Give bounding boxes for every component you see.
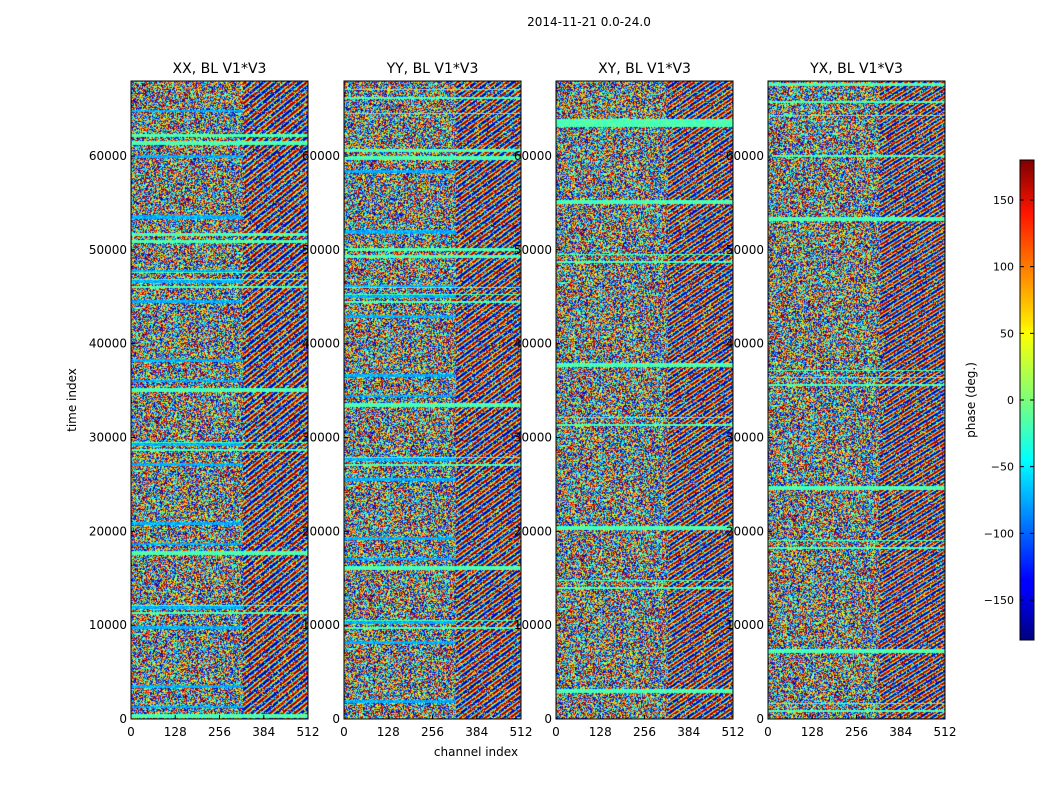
heatmap-image [768,81,945,719]
heatmap-image [131,81,308,719]
x-tick-label: 0 [552,725,560,739]
x-tick-label: 512 [297,725,320,739]
colorbar-tick-label: −100 [984,527,1014,540]
x-tick-label: 128 [164,725,187,739]
x-tick-label: 384 [889,725,912,739]
y-tick-label: 10000 [726,618,764,632]
y-tick-label: 20000 [302,524,340,538]
y-tick-label: 20000 [726,524,764,538]
y-tick-label: 40000 [514,337,552,351]
y-tick-label: 40000 [726,337,764,351]
panel-3: YX, BL V1*V3 0 128 256 384 512 0 10000 20000 3000… [726,61,957,739]
y-tick-label: 20000 [514,524,552,538]
panel-2: XY, BL V1*V3 0 128 256 384 512 0 10000 20000 3000… [514,61,745,739]
colorbar-ticks: −150 −100 −50 0 50 100 150 [984,194,1034,607]
x-tick-label: 256 [633,725,656,739]
heatmap-image [344,81,521,719]
y-tick-label: 0 [756,712,764,726]
colorbar-tick-label: 0 [1007,394,1014,407]
y-tick-label: 50000 [514,243,552,257]
y-tick-label: 20000 [89,524,127,538]
colorbar-label: phase (deg.) [964,362,978,438]
y-tick-label: 60000 [514,149,552,163]
x-tick-label: 512 [934,725,957,739]
y-tick-label: 0 [544,712,552,726]
colorbar-tick-label: −50 [991,461,1014,474]
y-tick-label: 0 [332,712,340,726]
y-axis-label: time index [65,368,79,432]
x-tick-label: 256 [208,725,231,739]
y-tick-label: 50000 [302,243,340,257]
panel-title: YY, BL V1*V3 [386,61,479,77]
colorbar-tick-label: −150 [984,594,1014,607]
y-tick-label: 10000 [302,618,340,632]
y-tick-label: 0 [119,712,127,726]
x-tick-label: 384 [252,725,275,739]
colorbar: −150 −100 −50 0 50 100 150 phase (deg.) [964,159,1035,641]
figure-suptitle: 2014-11-21 0.0-24.0 [527,15,651,29]
colorbar-tick-label: 150 [993,194,1014,207]
panel-title: YX, BL V1*V3 [809,61,903,77]
x-tick-label: 512 [510,725,533,739]
y-tick-label: 30000 [302,431,340,445]
x-tick-label: 128 [589,725,612,739]
y-tick-label: 10000 [514,618,552,632]
panel-title: XX, BL V1*V3 [173,61,267,77]
panels: XX, BL V1*V3 0 128 256 384 512 0 10000 20000 3000… [89,61,957,739]
colorbar-tick-label: 100 [993,261,1014,274]
y-tick-label: 30000 [514,431,552,445]
y-tick-label: 30000 [89,431,127,445]
y-tick-label: 40000 [89,337,127,351]
panel-1: YY, BL V1*V3 0 128 256 384 512 0 10000 20000 3000… [302,61,533,739]
x-tick-label: 0 [127,725,135,739]
heatmap-image [556,81,733,719]
y-tick-label: 60000 [89,149,127,163]
colorbar-tick-label: 50 [1000,327,1014,340]
x-tick-label: 0 [340,725,348,739]
y-tick-label: 40000 [302,337,340,351]
x-tick-label: 256 [421,725,444,739]
panel-0: XX, BL V1*V3 0 128 256 384 512 0 10000 20000 3000… [89,61,320,739]
y-tick-label: 50000 [89,243,127,257]
y-tick-label: 30000 [726,431,764,445]
x-tick-label: 128 [801,725,824,739]
x-tick-label: 512 [722,725,745,739]
y-tick-label: 10000 [89,618,127,632]
x-tick-label: 384 [677,725,700,739]
x-axis-label: channel index [434,745,518,759]
y-tick-label: 60000 [726,149,764,163]
x-tick-label: 128 [377,725,400,739]
x-tick-label: 0 [764,725,772,739]
x-tick-label: 256 [845,725,868,739]
y-tick-label: 60000 [302,149,340,163]
y-tick-label: 50000 [726,243,764,257]
panel-title: XY, BL V1*V3 [598,61,691,77]
x-tick-label: 384 [465,725,488,739]
